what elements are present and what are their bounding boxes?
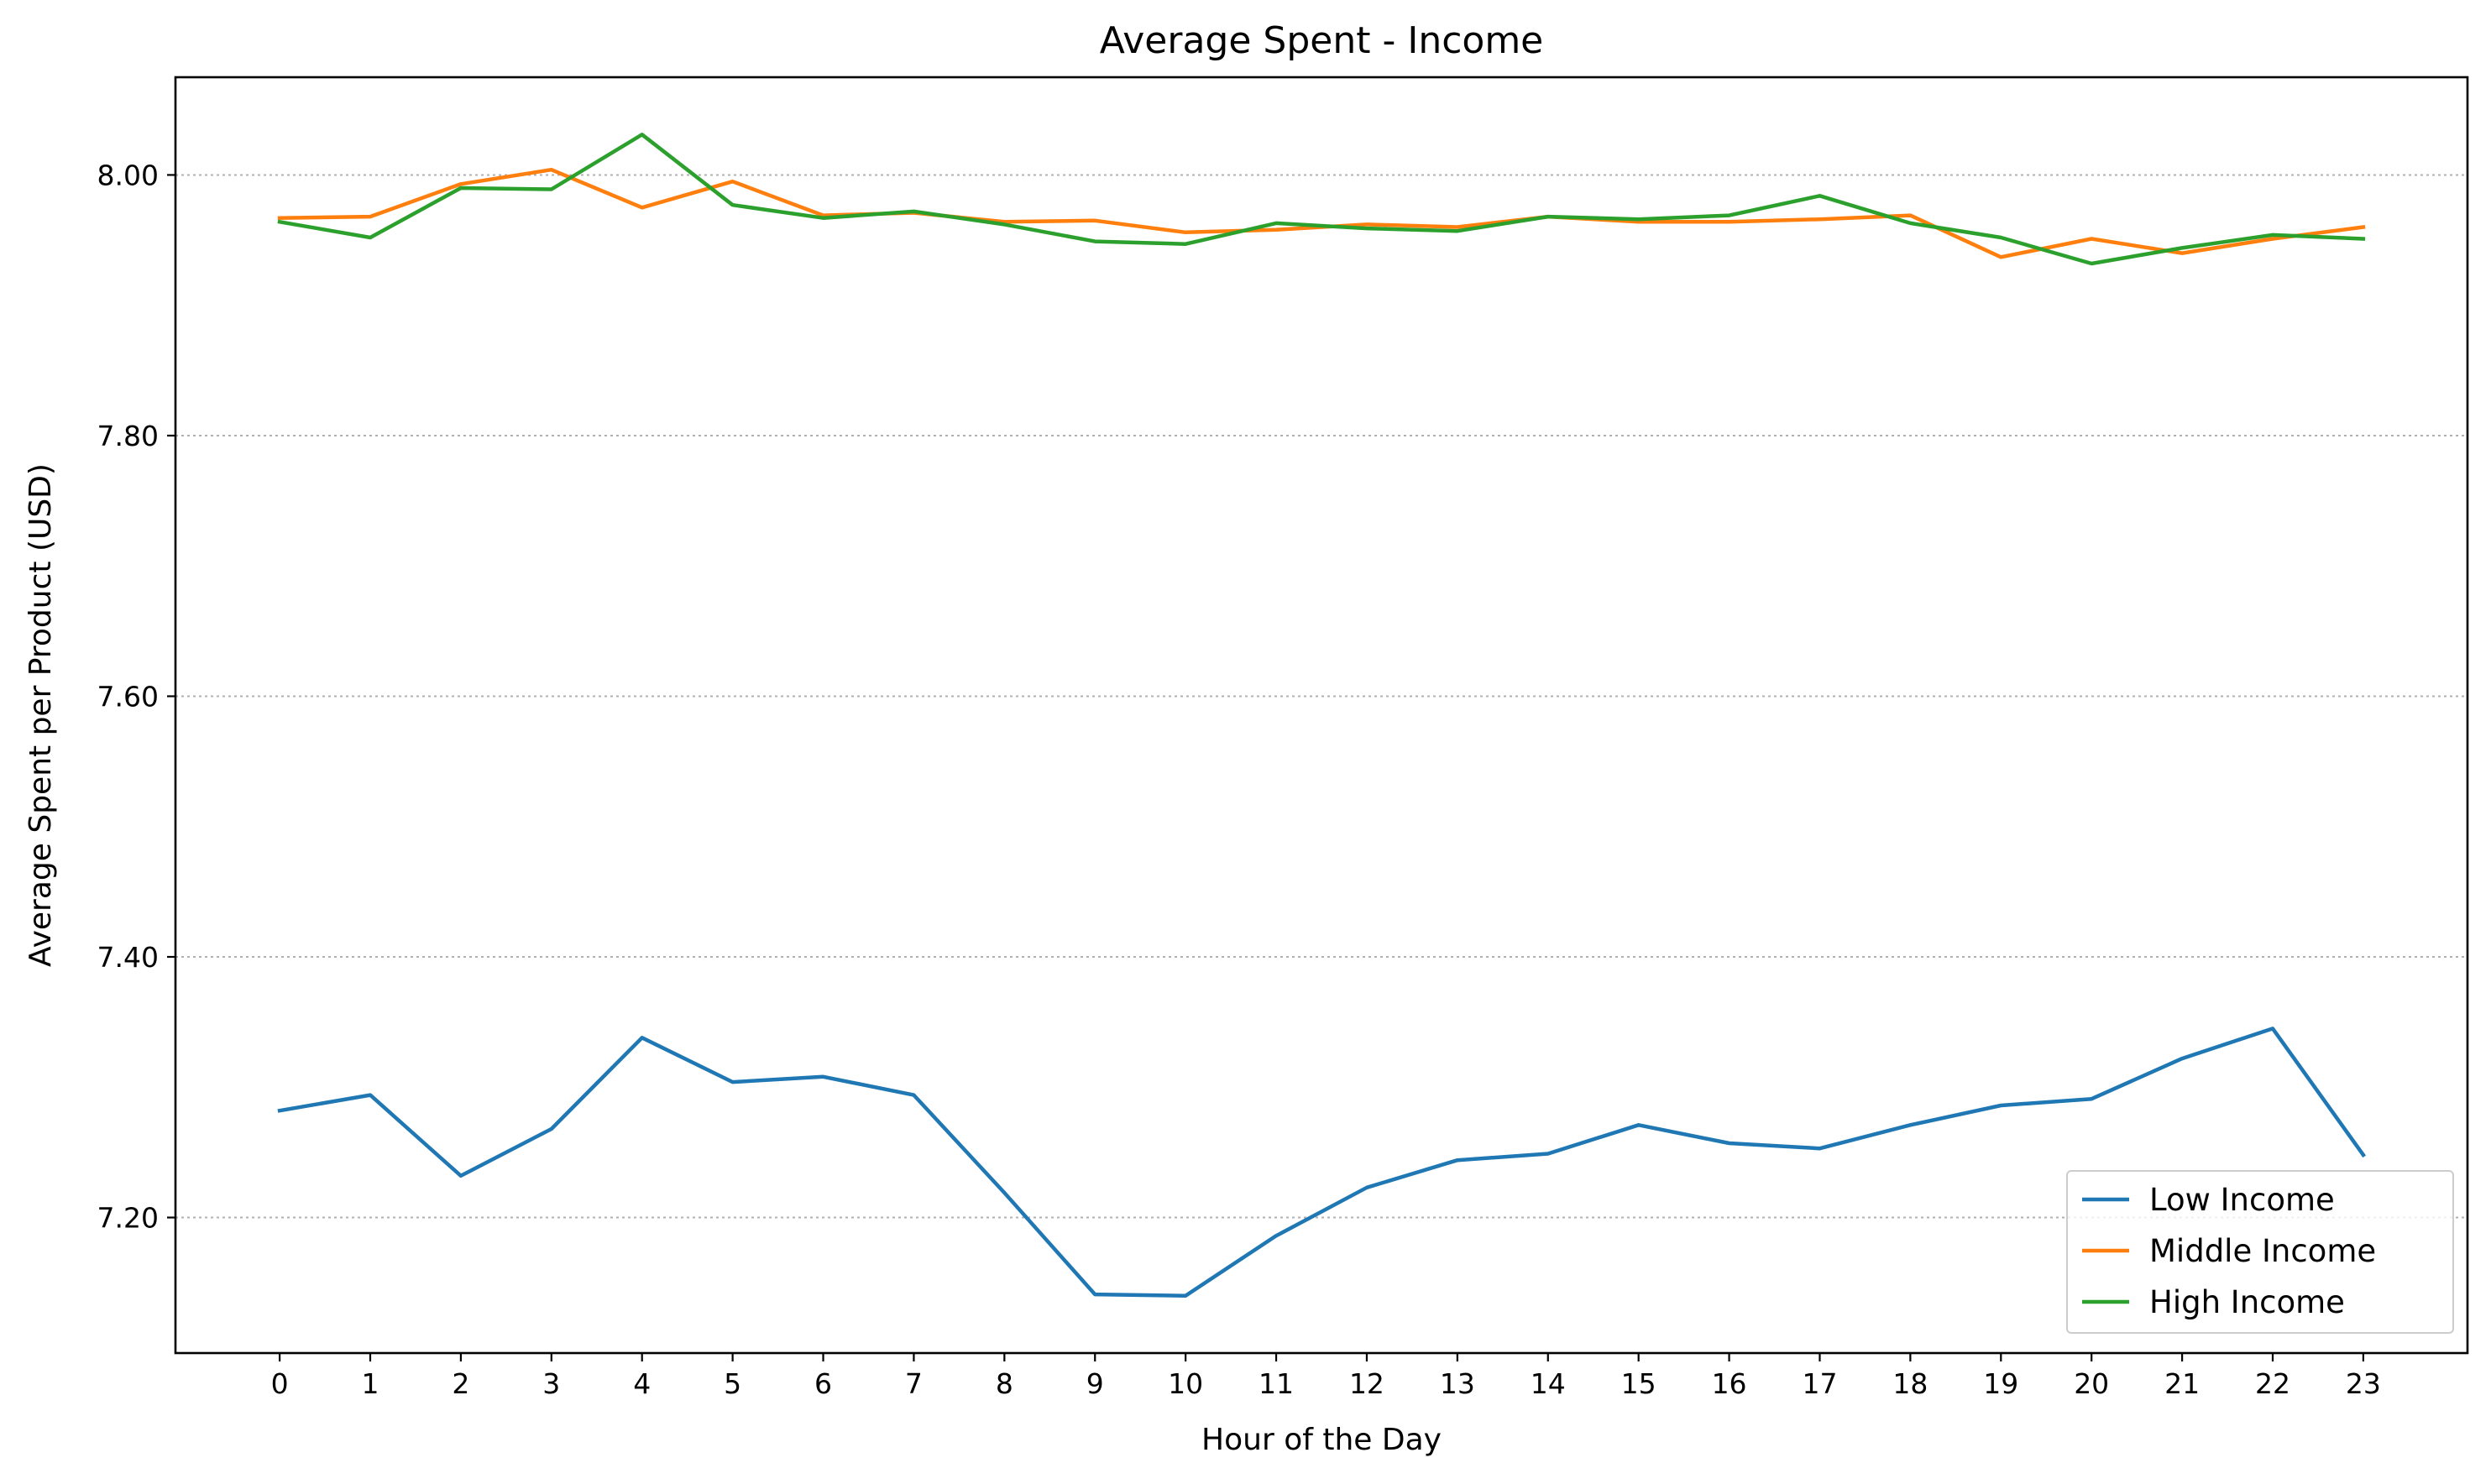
x-tick-label: 14	[1531, 1367, 1566, 1400]
y-tick-label: 7.60	[97, 680, 159, 713]
y-axis-ticks: 7.20 7.40 7.60 7.80 8.00	[97, 159, 175, 1235]
legend-box	[2066, 1170, 2454, 1334]
x-axis-ticks: 0 1 2 3 4 5 6 7 8 9 10 11 12 13 14 15 16 17 18 19 20 21 22 23	[271, 1353, 2381, 1400]
x-tick-label: 10	[1168, 1367, 1203, 1400]
x-tick-label: 23	[2346, 1367, 2381, 1400]
x-tick-label: 0	[271, 1367, 289, 1400]
x-tick-label: 7	[905, 1367, 923, 1400]
x-axis-label: Hour of the Day	[1201, 1423, 1442, 1457]
x-tick-label: 18	[1892, 1367, 1928, 1400]
series-line-high-income	[277, 133, 2366, 266]
x-tick-label: 22	[2255, 1367, 2290, 1400]
chart-title: Average Spent - Income	[1100, 19, 1544, 62]
x-tick-label: 20	[2074, 1367, 2109, 1400]
x-tick-label: 12	[1349, 1367, 1384, 1400]
legend-entries: Low Income Middle Income High Income	[2082, 1182, 2376, 1320]
x-tick-label: 19	[1983, 1367, 2018, 1400]
y-tick-label: 8.00	[97, 159, 159, 191]
x-tick-label: 17	[1802, 1367, 1837, 1400]
y-axis-label: Average Spent per Product (USD)	[24, 463, 58, 967]
x-tick-label: 13	[1440, 1367, 1475, 1400]
series-lines	[277, 133, 2367, 1298]
x-tick-label: 16	[1712, 1367, 1747, 1400]
x-tick-label: 15	[1621, 1367, 1656, 1400]
x-tick-label: 6	[814, 1367, 832, 1400]
x-tick-label: 21	[2164, 1367, 2200, 1400]
x-tick-label: 11	[1259, 1367, 1294, 1400]
x-tick-label: 3	[542, 1367, 560, 1400]
x-tick-label: 2	[452, 1367, 469, 1400]
plot-frame	[174, 76, 2469, 1355]
y-tick-label: 7.80	[97, 420, 159, 452]
y-tick-label: 7.20	[97, 1202, 159, 1235]
y-tick-label: 7.40	[97, 941, 159, 974]
legend-label: Middle Income	[2149, 1233, 2376, 1269]
x-tick-label: 4	[633, 1367, 651, 1400]
x-tick-label: 9	[1086, 1367, 1104, 1400]
x-tick-label: 8	[996, 1367, 1013, 1400]
legend-label: Low Income	[2149, 1182, 2335, 1218]
x-tick-label: 5	[724, 1367, 741, 1400]
legend-label: High Income	[2149, 1284, 2345, 1320]
legend: Low Income Middle Income High Income	[2066, 1170, 2454, 1334]
x-tick-label: 1	[361, 1367, 379, 1400]
series-line-low-income	[277, 1027, 2367, 1298]
